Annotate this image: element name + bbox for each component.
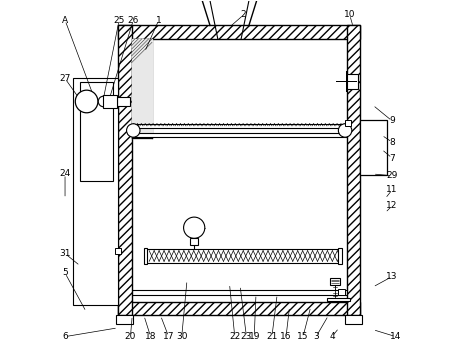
Bar — [345, 315, 362, 324]
Text: 3: 3 — [313, 332, 319, 341]
Bar — [118, 26, 360, 39]
Bar — [345, 120, 351, 126]
Text: 22: 22 — [229, 332, 240, 341]
Text: 31: 31 — [59, 249, 71, 258]
Polygon shape — [131, 39, 152, 138]
Text: 13: 13 — [386, 272, 398, 281]
Text: 16: 16 — [280, 332, 292, 341]
Bar — [347, 26, 360, 315]
Text: 4: 4 — [329, 332, 335, 341]
Text: 5: 5 — [62, 268, 68, 278]
Text: 26: 26 — [128, 16, 139, 24]
Text: 9: 9 — [389, 116, 395, 125]
Text: 19: 19 — [248, 332, 260, 341]
Text: 8: 8 — [389, 138, 395, 147]
Text: 21: 21 — [266, 332, 278, 341]
Bar — [118, 26, 131, 315]
Polygon shape — [201, 0, 258, 26]
Bar — [116, 315, 133, 324]
Bar — [131, 124, 347, 128]
Bar — [347, 73, 358, 89]
Text: 30: 30 — [176, 332, 187, 341]
Circle shape — [184, 217, 205, 238]
Text: 7: 7 — [389, 154, 395, 163]
Bar — [190, 238, 199, 245]
Bar — [338, 248, 342, 264]
Text: 10: 10 — [344, 10, 356, 19]
Bar — [118, 302, 360, 315]
Text: 27: 27 — [59, 74, 71, 83]
Circle shape — [127, 124, 140, 137]
Bar — [327, 298, 350, 301]
Bar — [115, 248, 121, 253]
Bar — [330, 278, 340, 285]
Text: 18: 18 — [145, 332, 157, 341]
Text: 24: 24 — [59, 169, 71, 179]
Text: 25: 25 — [113, 16, 125, 24]
Circle shape — [338, 124, 352, 137]
Text: 20: 20 — [125, 332, 136, 341]
Bar — [73, 78, 118, 305]
Bar — [116, 97, 130, 106]
Text: 17: 17 — [163, 332, 174, 341]
Text: 11: 11 — [386, 185, 398, 195]
Text: 2: 2 — [241, 10, 247, 19]
Text: 14: 14 — [390, 332, 401, 341]
Text: A: A — [62, 16, 68, 24]
Bar — [80, 82, 113, 181]
Text: 6: 6 — [62, 332, 68, 341]
Bar — [144, 248, 147, 264]
Text: 1: 1 — [156, 16, 162, 24]
Text: 12: 12 — [386, 201, 398, 210]
Text: 29: 29 — [386, 171, 398, 180]
Circle shape — [75, 90, 98, 113]
Text: 15: 15 — [297, 332, 309, 341]
Circle shape — [98, 96, 109, 107]
Circle shape — [333, 68, 360, 95]
Bar — [360, 120, 387, 175]
Bar — [103, 95, 116, 108]
Text: 23: 23 — [241, 332, 252, 341]
Bar — [131, 133, 347, 137]
Bar — [338, 289, 345, 295]
